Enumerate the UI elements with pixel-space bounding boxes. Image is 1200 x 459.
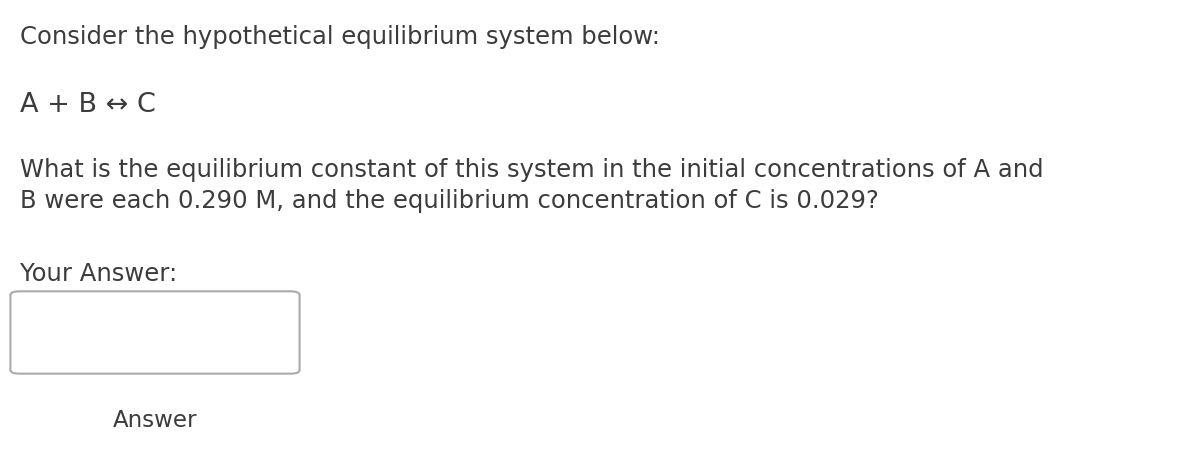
Text: Answer: Answer: [113, 409, 197, 432]
Text: A + B ↔ C: A + B ↔ C: [20, 92, 156, 118]
Text: Consider the hypothetical equilibrium system below:: Consider the hypothetical equilibrium sy…: [20, 25, 660, 49]
Text: Your Answer:: Your Answer:: [20, 262, 178, 285]
Text: What is the equilibrium constant of this system in the initial concentrations of: What is the equilibrium constant of this…: [20, 158, 1044, 213]
FancyBboxPatch shape: [11, 291, 300, 374]
